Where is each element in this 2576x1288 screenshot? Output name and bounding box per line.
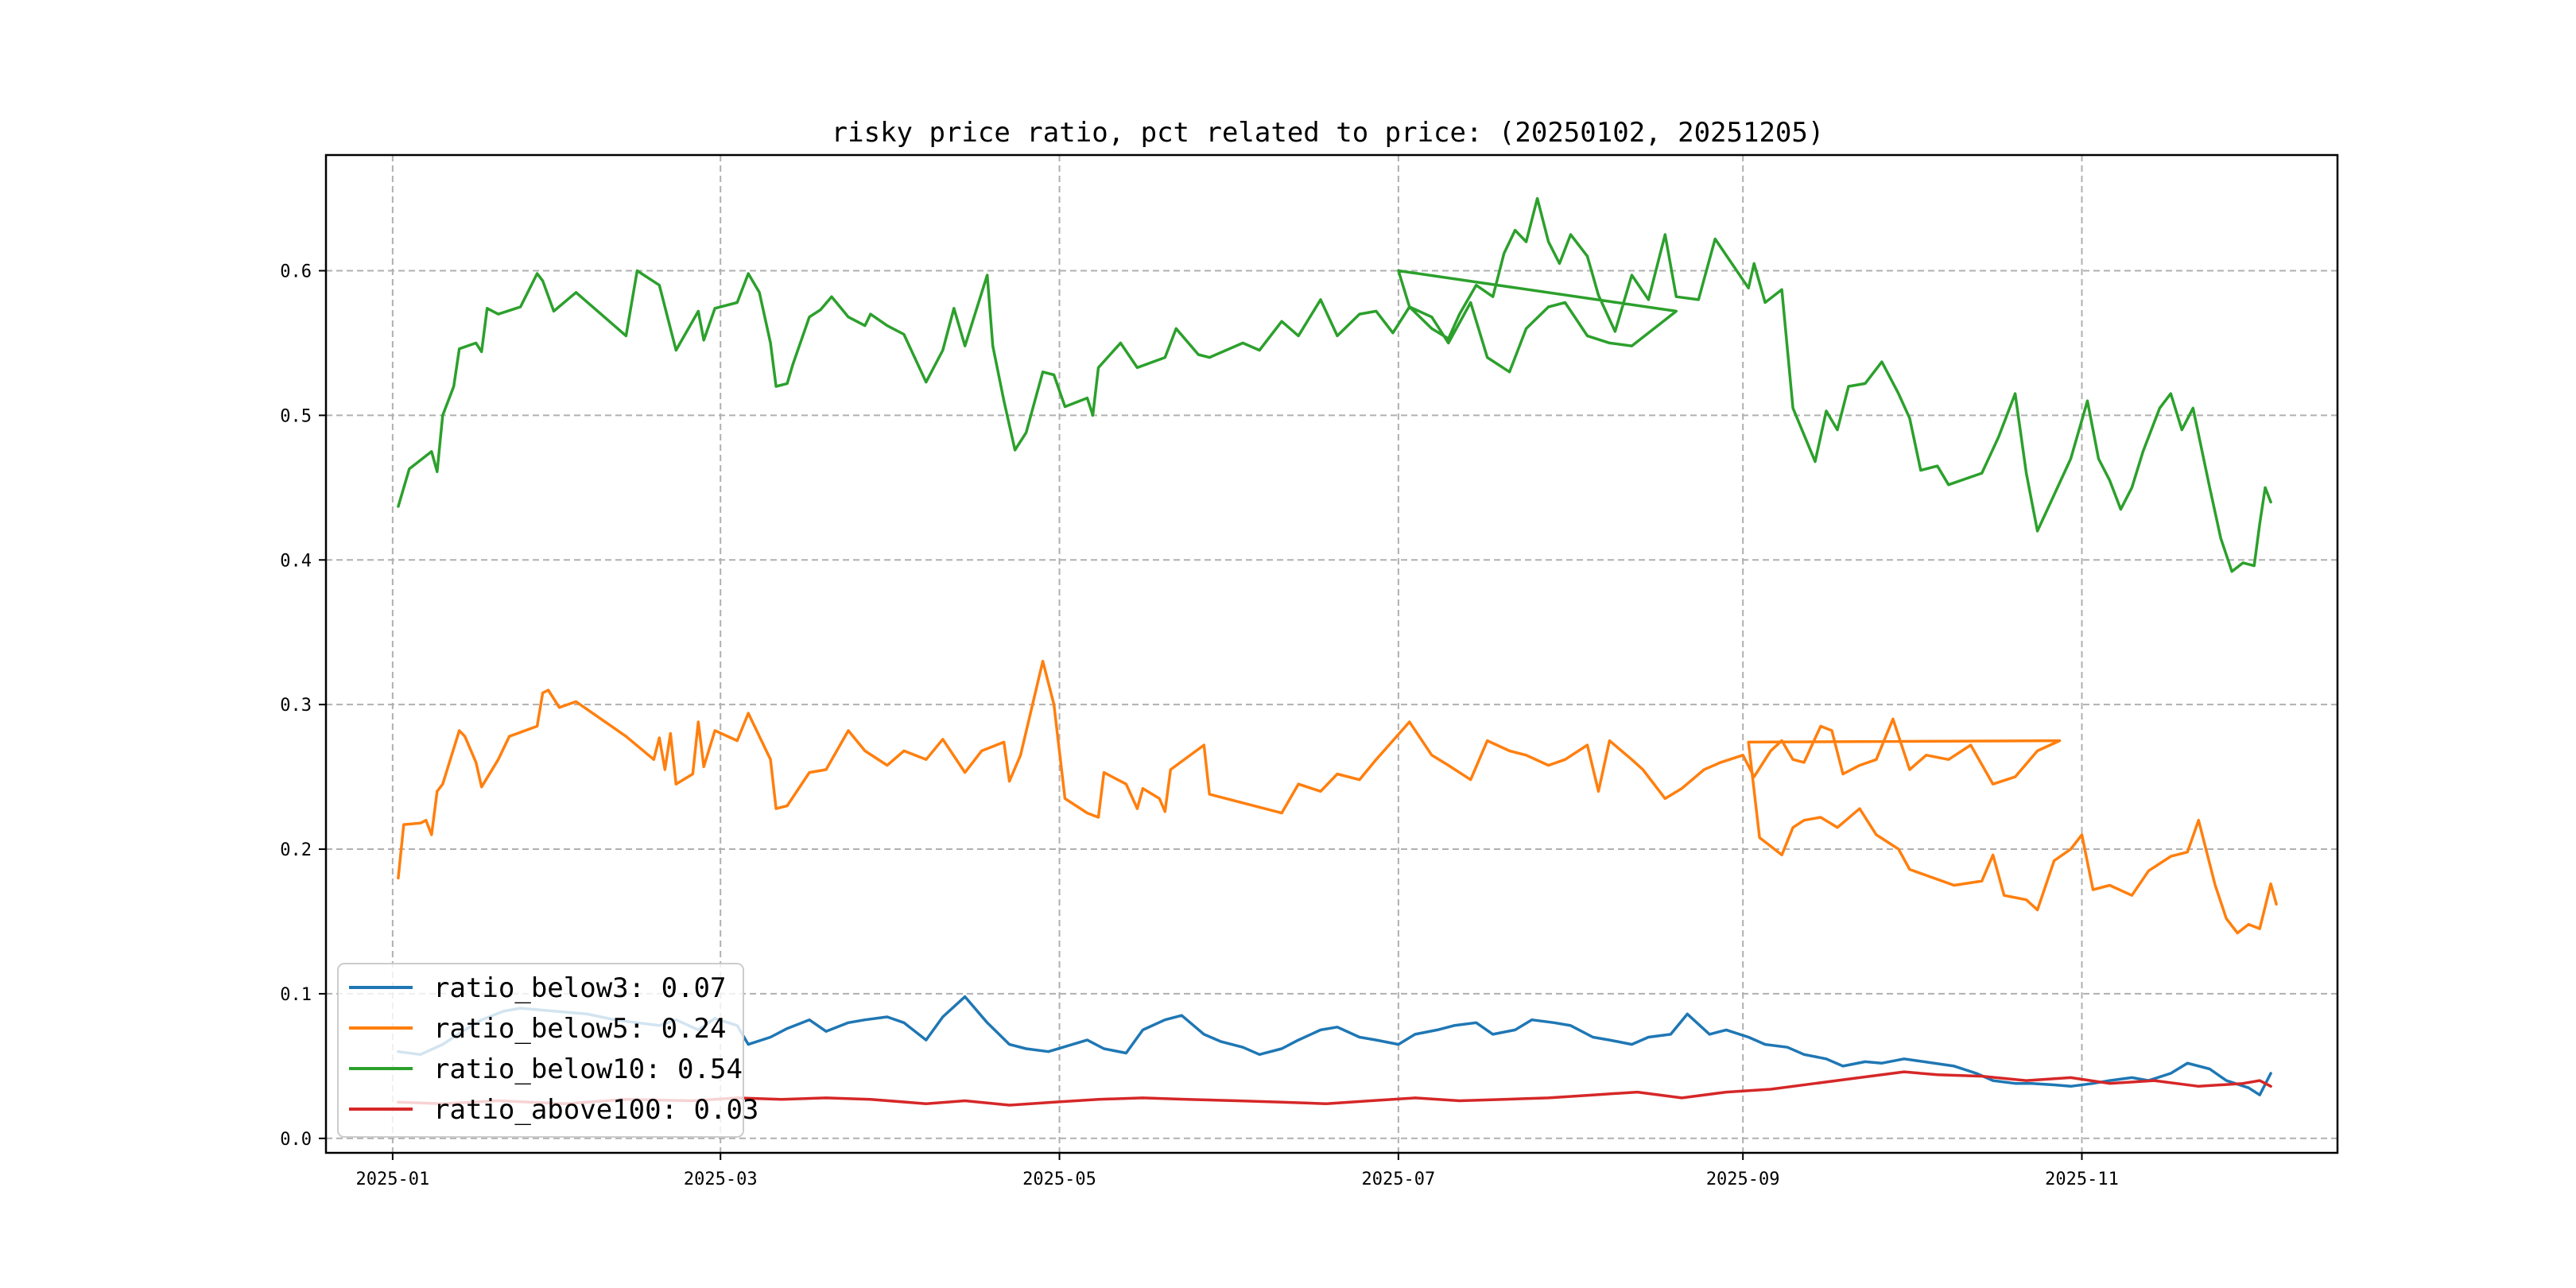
series-line-3 bbox=[397, 196, 2272, 573]
y-axis: 0.0 0.1 0.2 0.3 0.4 0.5 0.6 bbox=[280, 262, 326, 1150]
legend-box bbox=[337, 963, 744, 1138]
x-axis: 2025-01 2025-03 2025-05 2025-07 2025-09 2025-… bbox=[356, 1153, 2119, 1189]
x-tick-label: 2025-11 bbox=[2045, 1170, 2119, 1189]
x-tick-label: 2025-03 bbox=[684, 1170, 758, 1189]
legend-label: ratio_above100: 0.03 bbox=[433, 1094, 758, 1126]
x-tick-label: 2025-09 bbox=[1706, 1170, 1780, 1189]
legend-label: ratio_below10: 0.54 bbox=[433, 1053, 743, 1085]
y-tick-label: 0.5 bbox=[280, 406, 312, 426]
x-tick-label: 2025-07 bbox=[1362, 1170, 1436, 1189]
legend: ratio_below3: 0.07 ratio_below5: 0.24 rati… bbox=[337, 963, 758, 1138]
y-tick-label: 0.4 bbox=[280, 551, 312, 571]
y-tick-label: 0.0 bbox=[280, 1130, 312, 1150]
plot-frame bbox=[324, 153, 2339, 1154]
legend-label: ratio_below3: 0.07 bbox=[433, 972, 726, 1004]
chart-title: risky price ratio, pct related to price:… bbox=[832, 117, 1825, 149]
series-line-4 bbox=[397, 1070, 2272, 1107]
series-line-2 bbox=[397, 659, 2278, 935]
series-line-1 bbox=[397, 995, 2272, 1096]
y-tick-label: 0.1 bbox=[280, 985, 312, 1005]
legend-label: ratio_below5: 0.24 bbox=[433, 1013, 726, 1045]
x-tick-label: 2025-05 bbox=[1022, 1170, 1096, 1189]
y-tick-label: 0.6 bbox=[280, 262, 312, 282]
series-group bbox=[397, 196, 2278, 1107]
x-tick-label: 2025-01 bbox=[356, 1170, 430, 1189]
y-tick-label: 0.2 bbox=[280, 840, 312, 860]
y-tick-label: 0.3 bbox=[280, 696, 312, 716]
